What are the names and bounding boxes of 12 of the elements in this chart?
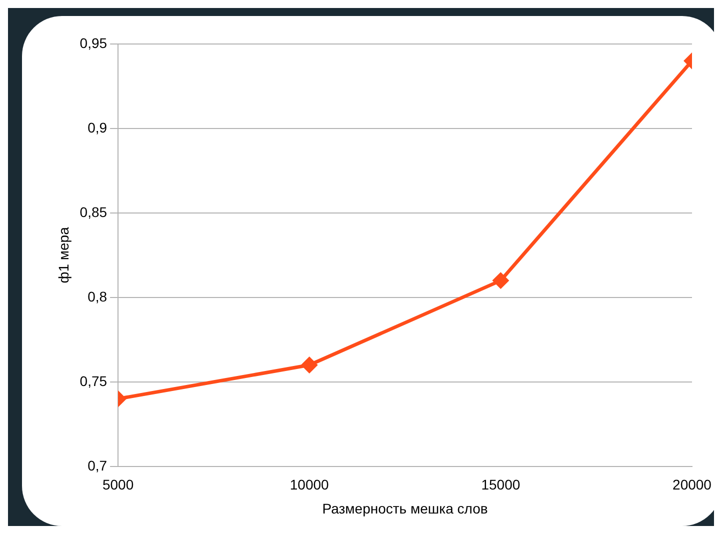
x-tick-label: 20000 xyxy=(672,476,712,493)
y-tick-label: 0,8 xyxy=(88,288,108,304)
y-tick-label: 0,95 xyxy=(80,34,108,51)
y-tick-label: 0,7 xyxy=(88,457,108,474)
x-tick-label: 10000 xyxy=(290,476,330,493)
x-tick-label: 15000 xyxy=(481,476,520,493)
y-tick-label: 0,9 xyxy=(88,119,108,136)
y-tick-label: 0,75 xyxy=(80,372,108,389)
y-tick-label: 0,85 xyxy=(80,204,108,220)
x-axis-title: Размерность мешка слов xyxy=(322,500,488,516)
x-tick-label: 5000 xyxy=(102,476,134,493)
y-axis-title: ф1 мера xyxy=(55,226,72,284)
